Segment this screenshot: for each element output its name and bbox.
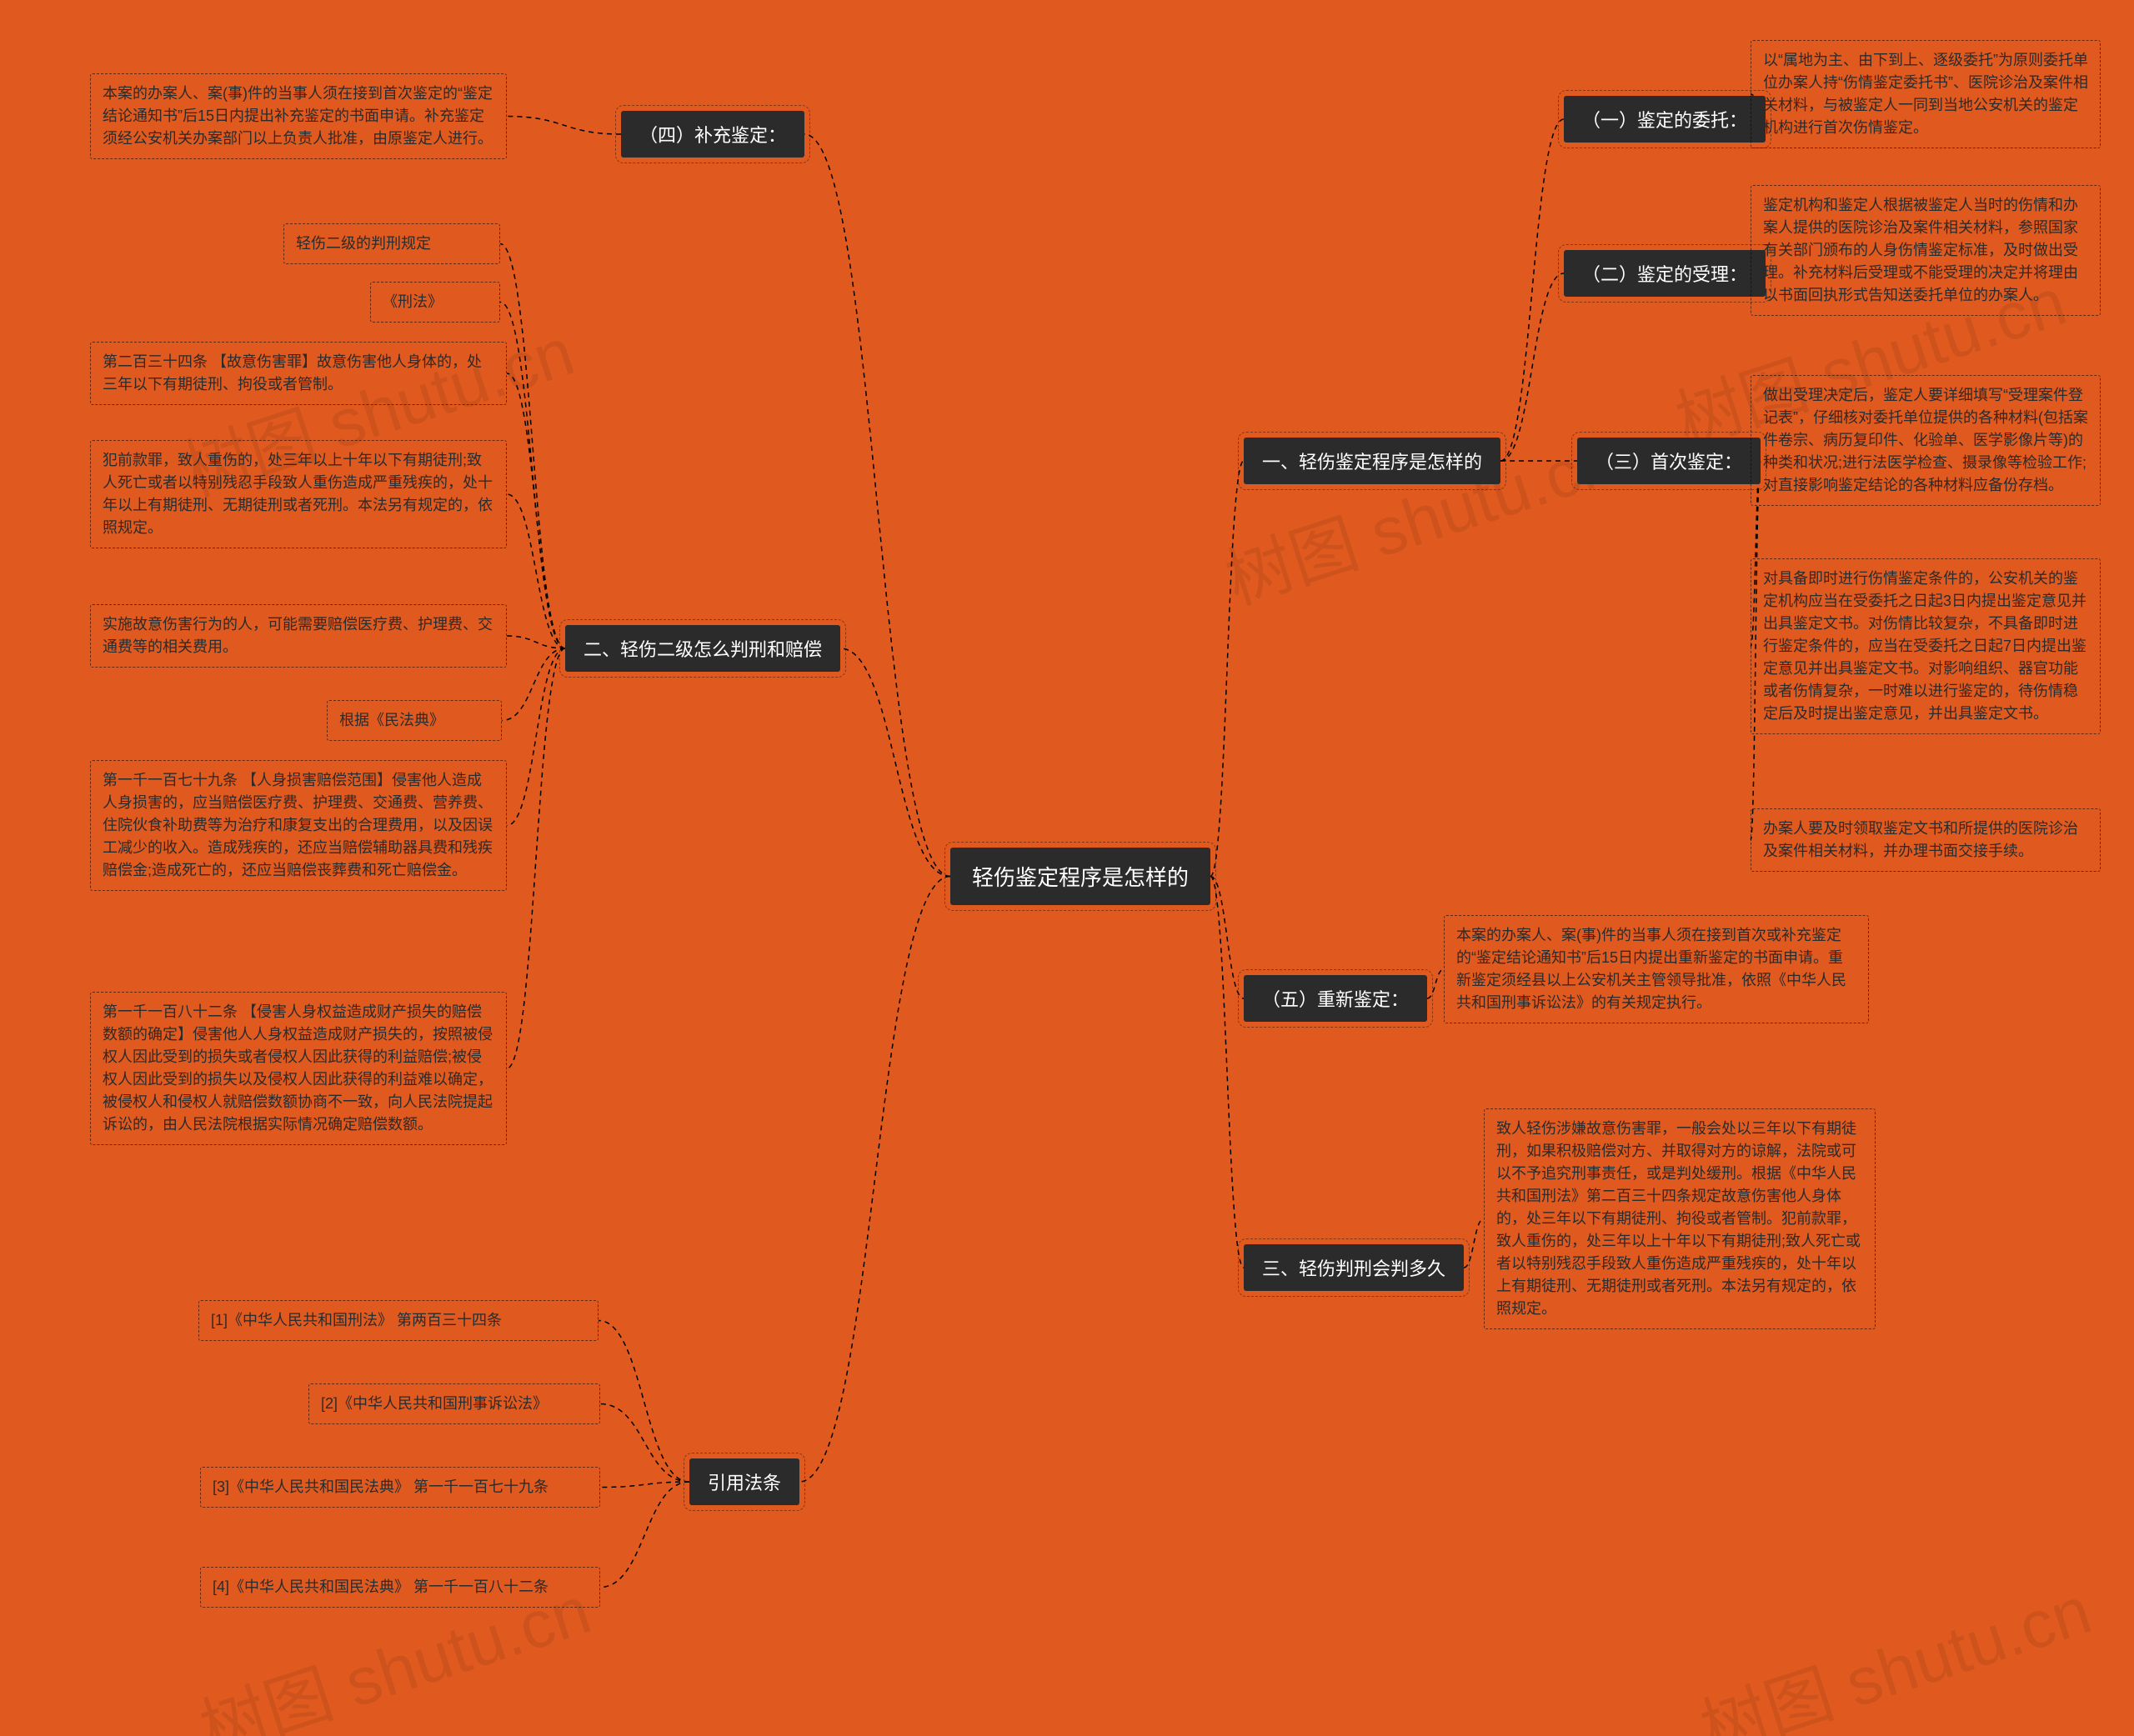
- branch-node: （四）补充鉴定：: [621, 111, 804, 158]
- leaf-node: 致人轻伤涉嫌故意伤害罪，一般会处以三年以下有期徒刑，如果积极赔偿对方、并取得对方…: [1484, 1108, 1876, 1329]
- leaf-node: 本案的办案人、案(事)件的当事人须在接到首次或补充鉴定的“鉴定结论通知书”后15…: [1444, 915, 1869, 1023]
- leaf-node: 本案的办案人、案(事)件的当事人须在接到首次鉴定的“鉴定结论通知书”后15日内提…: [90, 73, 507, 159]
- watermark: 树图 shutu.cn: [1687, 1557, 2101, 1736]
- leaf-node: 实施故意伤害行为的人，可能需要赔偿医疗费、护理费、交通费等的相关费用。: [90, 604, 507, 668]
- leaf-node: 《刑法》: [370, 282, 500, 323]
- leaf-node: 轻伤二级的判刑规定: [283, 223, 500, 264]
- mindmap-canvas: 树图 shutu.cn树图 shutu.cn树图 shutu.cn树图 shut…: [0, 0, 2134, 1736]
- sub-node: （二）鉴定的受理：: [1564, 250, 1766, 297]
- leaf-node: 以“属地为主、由下到上、逐级委托”为原则委托单位办案人持“伤情鉴定委托书”、医院…: [1751, 40, 2101, 148]
- leaf-node: 对具备即时进行伤情鉴定条件的，公安机关的鉴定机构应当在受委托之日起3日内提出鉴定…: [1751, 558, 2101, 734]
- branch-node: 引用法条: [689, 1458, 799, 1505]
- branch-node: 三、轻伤判刑会判多久: [1244, 1244, 1464, 1291]
- leaf-node: 办案人要及时领取鉴定文书和所提供的医院诊治及案件相关材料，并办理书面交接手续。: [1751, 808, 2101, 872]
- leaf-node: 第一千一百八十二条 【侵害人身权益造成财产损失的赔偿数额的确定】侵害他人人身权益…: [90, 992, 507, 1145]
- leaf-node: [2]《中华人民共和国刑事诉讼法》: [308, 1383, 600, 1424]
- leaf-node: 做出受理决定后，鉴定人要详细填写“受理案件登记表”，仔细核对委托单位提供的各种材…: [1751, 375, 2101, 506]
- leaf-node: [4]《中华人民共和国民法典》 第一千一百八十二条: [200, 1567, 600, 1608]
- leaf-node: [1]《中华人民共和国刑法》 第两百三十四条: [198, 1300, 599, 1341]
- leaf-node: [3]《中华人民共和国民法典》 第一千一百七十九条: [200, 1467, 600, 1508]
- leaf-node: 第一千一百七十九条 【人身损害赔偿范围】侵害他人造成人身损害的，应当赔偿医疗费、…: [90, 760, 507, 891]
- leaf-node: 根据《民法典》: [327, 700, 502, 741]
- branch-node: 一、轻伤鉴定程序是怎样的: [1244, 438, 1500, 484]
- branch-node: 二、轻伤二级怎么判刑和赔偿: [565, 625, 840, 672]
- leaf-node: 第二百三十四条 【故意伤害罪】故意伤害他人身体的，处三年以下有期徒刑、拘役或者管…: [90, 342, 507, 405]
- branch-node: （五）重新鉴定：: [1244, 975, 1427, 1022]
- sub-node: （三）首次鉴定：: [1577, 438, 1761, 484]
- leaf-node: 鉴定机构和鉴定人根据被鉴定人当时的伤情和办案人提供的医院诊治及案件相关材料，参照…: [1751, 185, 2101, 316]
- sub-node: （一）鉴定的委托：: [1564, 96, 1766, 143]
- root-node: 轻伤鉴定程序是怎样的: [950, 848, 1210, 905]
- leaf-node: 犯前款罪，致人重伤的，处三年以上十年以下有期徒刑;致人死亡或者以特别残忍手段致人…: [90, 440, 507, 548]
